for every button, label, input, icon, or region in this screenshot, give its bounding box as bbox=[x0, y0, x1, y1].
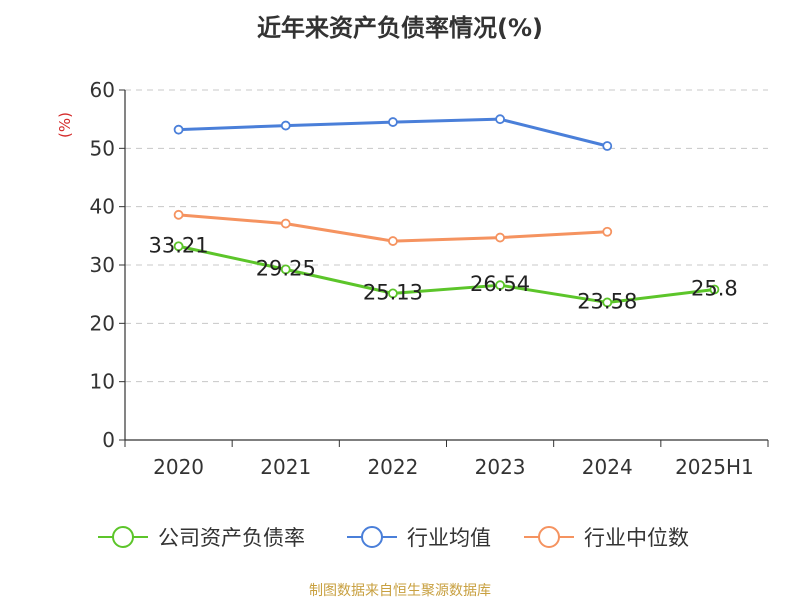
y-axis: 0 10 20 30 40 50 60 bbox=[90, 78, 126, 452]
legend-item: 行业中位数 bbox=[524, 526, 689, 550]
x-axis: 2020 2021 2022 2023 2024 2025H1 bbox=[124, 439, 769, 479]
series-layer: 33.21 29.25 25.13 26.54 23.58 25.8 bbox=[149, 114, 738, 313]
x-tick-label: 2024 bbox=[582, 455, 633, 479]
x-tick-label: 2021 bbox=[260, 455, 311, 479]
series-2 bbox=[173, 114, 613, 151]
data-point bbox=[388, 236, 398, 246]
data-point bbox=[280, 264, 291, 275]
legend-marker bbox=[538, 526, 560, 548]
series-3 bbox=[173, 209, 613, 246]
legend-marker bbox=[112, 526, 134, 548]
data-point bbox=[495, 114, 505, 125]
series-line bbox=[178, 244, 715, 304]
x-tick-label: 2022 bbox=[367, 455, 418, 479]
data-point bbox=[388, 288, 398, 299]
data-label: 26.54 bbox=[470, 272, 530, 296]
data-point bbox=[602, 226, 613, 237]
x-tick-label: 2020 bbox=[153, 455, 204, 479]
y-tick-label: 40 bbox=[90, 195, 115, 219]
data-label: 23.58 bbox=[577, 289, 637, 313]
data-point bbox=[173, 209, 184, 220]
legend-item: 公司资产负债率 bbox=[98, 526, 305, 550]
data-label: 33.21 bbox=[149, 233, 209, 257]
data-point bbox=[495, 280, 505, 291]
data-point bbox=[709, 284, 720, 295]
y-tick-label: 30 bbox=[90, 253, 115, 277]
y-tick-label: 10 bbox=[90, 370, 115, 394]
source-note: 制图数据来自恒生聚源数据库 bbox=[309, 583, 491, 599]
data-label: 25.13 bbox=[363, 280, 423, 304]
data-point bbox=[173, 124, 184, 135]
data-point bbox=[602, 297, 613, 308]
y-axis-label: (%) bbox=[56, 112, 74, 138]
data-point bbox=[602, 141, 613, 151]
data-point bbox=[388, 117, 398, 127]
legend-item: 行业均值 bbox=[347, 526, 491, 550]
x-tick-label: 2023 bbox=[475, 455, 526, 479]
y-tick-label: 60 bbox=[90, 78, 115, 102]
x-tick-label: 2025H1 bbox=[675, 455, 754, 479]
legend-label: 行业均值 bbox=[407, 526, 491, 550]
legend-marker bbox=[361, 526, 383, 548]
grid-lines bbox=[125, 89, 768, 383]
data-label: 29.25 bbox=[256, 256, 316, 280]
data-point bbox=[495, 232, 505, 243]
data-point bbox=[280, 218, 291, 229]
legend-label: 公司资产负债率 bbox=[158, 526, 305, 550]
data-label: 25.8 bbox=[691, 277, 738, 301]
series-1: 33.21 29.25 25.13 26.54 23.58 25.8 bbox=[149, 233, 738, 313]
y-tick-label: 50 bbox=[90, 136, 115, 160]
data-point bbox=[280, 120, 291, 131]
y-tick-label: 0 bbox=[102, 428, 115, 452]
legend: 公司资产负债率 行业均值 行业中位数 bbox=[98, 526, 689, 550]
data-point bbox=[173, 241, 184, 252]
legend-label: 行业中位数 bbox=[584, 526, 689, 550]
y-tick-label: 20 bbox=[90, 311, 115, 335]
chart-title: 近年来资产负债率情况(%) bbox=[257, 14, 543, 42]
